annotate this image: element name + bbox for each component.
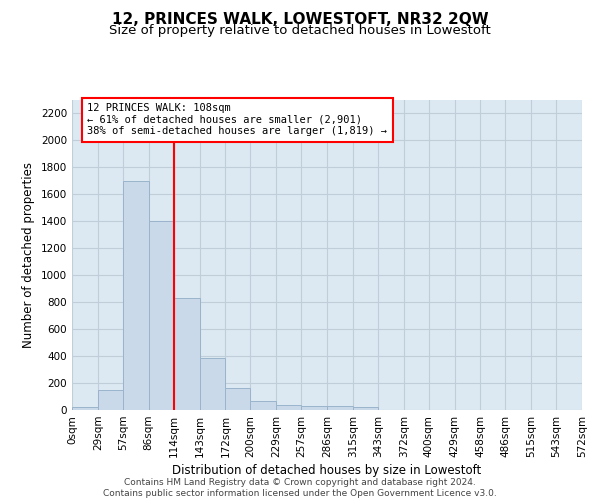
Bar bbox=[123, 181, 149, 410]
Bar bbox=[301, 406, 327, 410]
Bar bbox=[173, 298, 199, 410]
Bar bbox=[98, 390, 123, 410]
Text: Contains HM Land Registry data © Crown copyright and database right 2024.
Contai: Contains HM Land Registry data © Crown c… bbox=[103, 478, 497, 498]
X-axis label: Distribution of detached houses by size in Lowestoft: Distribution of detached houses by size … bbox=[172, 464, 482, 477]
Text: 12, PRINCES WALK, LOWESTOFT, NR32 2QW: 12, PRINCES WALK, LOWESTOFT, NR32 2QW bbox=[112, 12, 488, 28]
Y-axis label: Number of detached properties: Number of detached properties bbox=[22, 162, 35, 348]
Bar bbox=[199, 358, 226, 410]
Bar bbox=[72, 406, 98, 410]
Bar bbox=[276, 406, 301, 410]
Text: Size of property relative to detached houses in Lowestoft: Size of property relative to detached ho… bbox=[109, 24, 491, 37]
Text: 12 PRINCES WALK: 108sqm
← 61% of detached houses are smaller (2,901)
38% of semi: 12 PRINCES WALK: 108sqm ← 61% of detache… bbox=[88, 103, 388, 136]
Bar bbox=[226, 388, 250, 410]
Bar bbox=[149, 222, 173, 410]
Bar bbox=[353, 408, 378, 410]
Bar bbox=[327, 406, 353, 410]
Bar bbox=[250, 401, 276, 410]
